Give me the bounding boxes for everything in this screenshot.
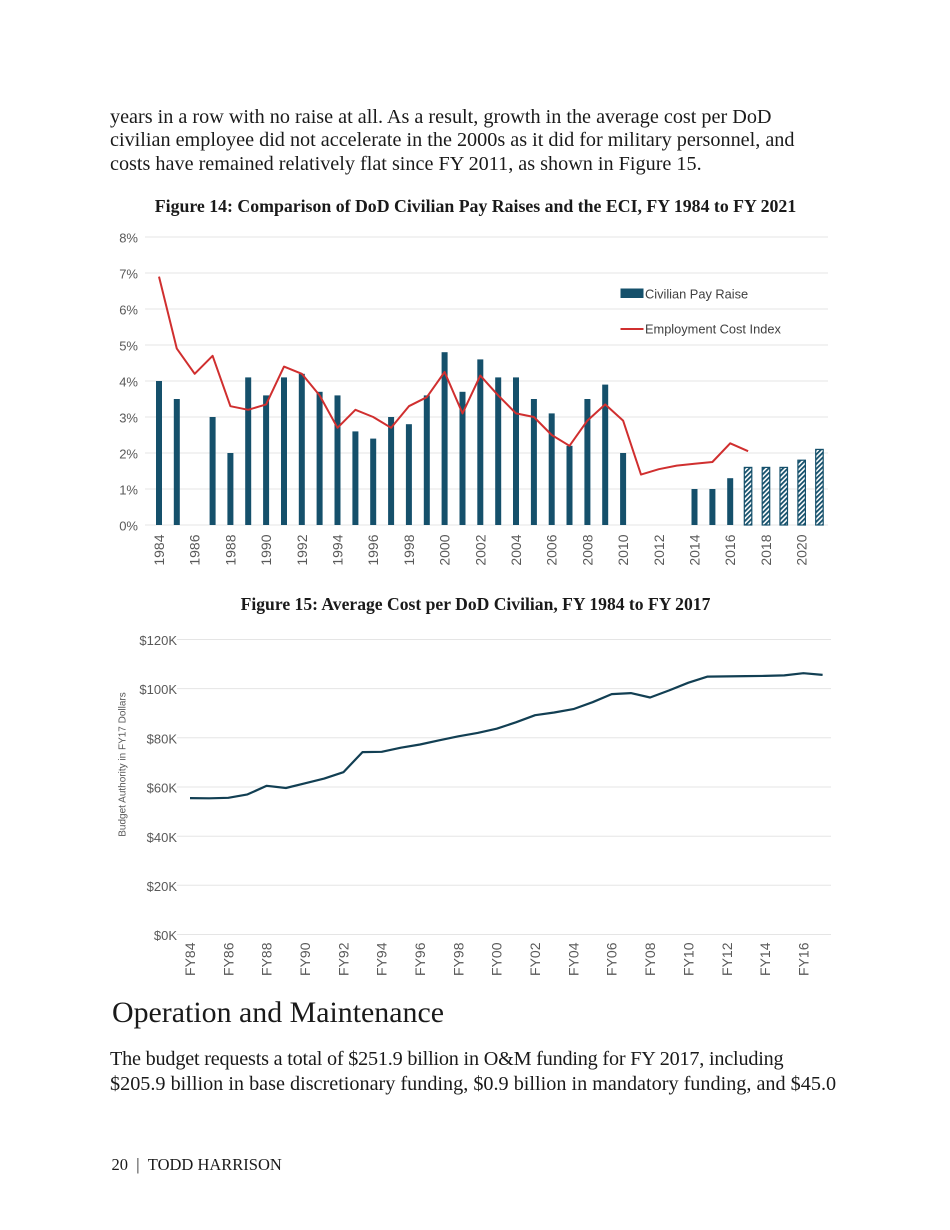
svg-text:FY00: FY00	[489, 942, 505, 976]
svg-text:FY86: FY86	[220, 942, 236, 976]
svg-text:7%: 7%	[119, 267, 138, 282]
svg-text:3%: 3%	[119, 411, 138, 426]
svg-text:2008: 2008	[579, 534, 595, 565]
svg-text:2010: 2010	[615, 534, 631, 565]
svg-text:$100K: $100K	[139, 682, 177, 697]
svg-text:6%: 6%	[119, 303, 138, 318]
svg-text:FY12: FY12	[719, 942, 735, 976]
svg-text:1%: 1%	[119, 483, 138, 498]
svg-text:FY14: FY14	[757, 942, 773, 976]
svg-text:4%: 4%	[119, 375, 138, 390]
svg-text:2004: 2004	[508, 534, 524, 565]
svg-text:2016: 2016	[722, 534, 738, 565]
svg-text:2006: 2006	[544, 534, 560, 565]
svg-text:1992: 1992	[294, 534, 310, 565]
svg-text:Civilian Pay Raise: Civilian Pay Raise	[645, 287, 748, 302]
svg-text:1996: 1996	[365, 534, 381, 565]
svg-text:FY84: FY84	[182, 942, 198, 976]
svg-text:$80K: $80K	[147, 731, 178, 746]
svg-text:FY10: FY10	[680, 942, 696, 976]
svg-text:FY90: FY90	[297, 942, 313, 976]
svg-text:2014: 2014	[687, 534, 703, 565]
svg-text:$120K: $120K	[139, 633, 177, 648]
svg-text:FY02: FY02	[527, 942, 543, 976]
svg-text:FY94: FY94	[374, 942, 390, 976]
svg-text:2002: 2002	[472, 534, 488, 565]
svg-text:Employment Cost Index: Employment Cost Index	[645, 322, 781, 337]
svg-text:FY92: FY92	[335, 942, 351, 976]
svg-text:1988: 1988	[222, 534, 238, 565]
svg-text:$40K: $40K	[147, 830, 178, 845]
svg-text:1994: 1994	[330, 534, 346, 565]
svg-text:0%: 0%	[119, 519, 138, 534]
svg-text:2000: 2000	[437, 534, 453, 565]
svg-text:FY08: FY08	[642, 942, 658, 976]
svg-text:2%: 2%	[119, 447, 138, 462]
svg-text:1984: 1984	[151, 534, 167, 565]
svg-text:$20K: $20K	[147, 879, 178, 894]
svg-text:1990: 1990	[258, 534, 274, 565]
svg-text:2012: 2012	[651, 534, 667, 565]
svg-text:1998: 1998	[401, 534, 417, 565]
svg-text:5%: 5%	[119, 339, 138, 354]
svg-text:2018: 2018	[758, 534, 774, 565]
svg-text:FY98: FY98	[450, 942, 466, 976]
svg-text:Budget Authority in FY17 Dolla: Budget Authority in FY17 Dollars	[118, 692, 129, 837]
svg-text:1986: 1986	[187, 534, 203, 565]
svg-text:8%: 8%	[119, 231, 138, 246]
svg-text:$60K: $60K	[147, 781, 178, 796]
svg-text:FY88: FY88	[259, 942, 275, 976]
svg-text:FY96: FY96	[412, 942, 428, 976]
svg-text:$0K: $0K	[154, 928, 177, 943]
svg-text:FY06: FY06	[604, 942, 620, 976]
svg-text:FY16: FY16	[795, 942, 811, 976]
svg-text:2020: 2020	[794, 534, 810, 565]
svg-text:FY04: FY04	[565, 942, 581, 976]
